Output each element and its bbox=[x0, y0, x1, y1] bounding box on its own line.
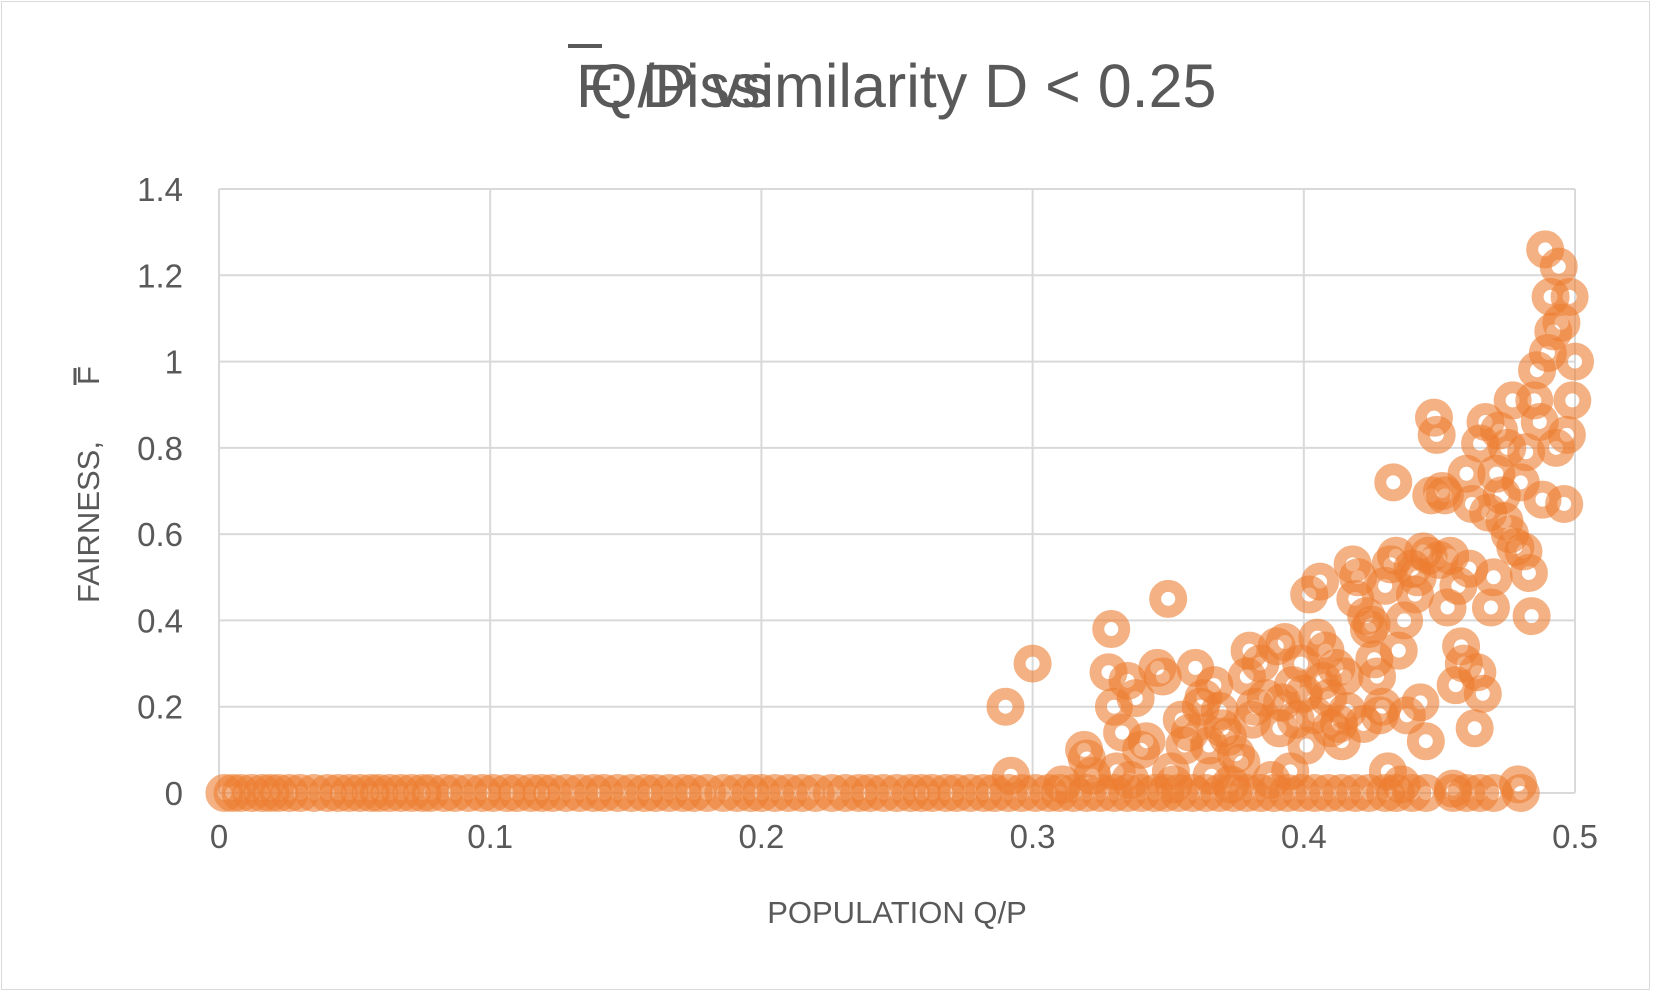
data-point bbox=[1271, 752, 1310, 791]
data-point bbox=[1379, 631, 1418, 670]
data-point bbox=[1442, 627, 1481, 666]
data-point bbox=[1013, 644, 1052, 683]
tick-labels: 0 0.1 0.2 0.3 0.4 0.5 0 0.2 0.4 0.6 0.8 1 1.2 1.4 bbox=[137, 171, 1598, 855]
data-point bbox=[1352, 605, 1391, 644]
y-tick-label: 1.4 bbox=[137, 171, 183, 208]
data-point bbox=[1154, 765, 1193, 804]
x-tick-label: 0.2 bbox=[738, 818, 784, 855]
data-point bbox=[1463, 674, 1502, 713]
data-point bbox=[1556, 342, 1594, 381]
data-point bbox=[1509, 553, 1548, 592]
data-point bbox=[1287, 726, 1326, 765]
data-point bbox=[1143, 657, 1182, 696]
y-tick-label: 1.2 bbox=[137, 257, 183, 294]
data-point bbox=[1414, 398, 1453, 437]
data-point bbox=[1433, 769, 1472, 808]
data-point bbox=[1471, 588, 1510, 627]
y-tick-label: 0.8 bbox=[137, 430, 183, 467]
data-point bbox=[1547, 415, 1586, 454]
data-point bbox=[1092, 610, 1131, 649]
data-point bbox=[1395, 575, 1434, 614]
data-point bbox=[1539, 247, 1578, 286]
y-tick-label: 0.4 bbox=[137, 602, 183, 639]
data-point bbox=[1382, 765, 1421, 804]
title-fbar-symbol: F bbox=[568, 44, 613, 120]
x-tick-label: 0 bbox=[210, 818, 228, 855]
chart-title-suffix: : Dissimilarity D < 0.25 bbox=[608, 52, 1216, 120]
data-point bbox=[1111, 761, 1150, 800]
data-point bbox=[1553, 381, 1592, 420]
data-point bbox=[1325, 657, 1364, 696]
y-axis-symbol: F bbox=[71, 366, 106, 385]
data-point bbox=[1507, 433, 1546, 472]
data-point bbox=[1474, 558, 1513, 597]
data-points bbox=[205, 230, 1594, 812]
y-tick-label: 0.2 bbox=[137, 689, 183, 726]
y-tick-label: 0 bbox=[165, 775, 183, 812]
data-point bbox=[1127, 722, 1166, 761]
data-point bbox=[1545, 484, 1584, 523]
data-point bbox=[1455, 709, 1494, 748]
y-axis-title-group: FAIRNESS, F bbox=[71, 366, 106, 603]
y-tick-label: 1 bbox=[165, 344, 183, 381]
data-point bbox=[1417, 415, 1456, 454]
data-point bbox=[1499, 765, 1538, 804]
data-point bbox=[1149, 579, 1188, 618]
chart-title: Q/P vs bbox=[590, 52, 772, 120]
y-tick-label: 0.6 bbox=[137, 516, 183, 553]
data-point bbox=[1520, 402, 1559, 441]
data-point bbox=[986, 687, 1025, 726]
data-point bbox=[1447, 454, 1486, 493]
x-tick-label: 0.3 bbox=[1010, 818, 1056, 855]
data-point bbox=[1374, 463, 1413, 502]
x-tick-label: 0.5 bbox=[1552, 818, 1598, 855]
data-point bbox=[1116, 679, 1155, 718]
title-symbol: F bbox=[576, 52, 613, 120]
x-axis-title: POPULATION Q/P bbox=[767, 895, 1027, 930]
x-tick-label: 0.4 bbox=[1281, 818, 1327, 855]
data-point bbox=[1550, 277, 1589, 316]
data-point bbox=[1401, 683, 1440, 722]
x-tick-label: 0.1 bbox=[467, 818, 513, 855]
data-point bbox=[1301, 562, 1340, 601]
data-point bbox=[1406, 722, 1445, 761]
data-point bbox=[1222, 743, 1261, 782]
data-point bbox=[991, 756, 1030, 795]
data-point bbox=[1512, 597, 1551, 636]
y-axis-title: FAIRNESS, bbox=[71, 441, 106, 603]
